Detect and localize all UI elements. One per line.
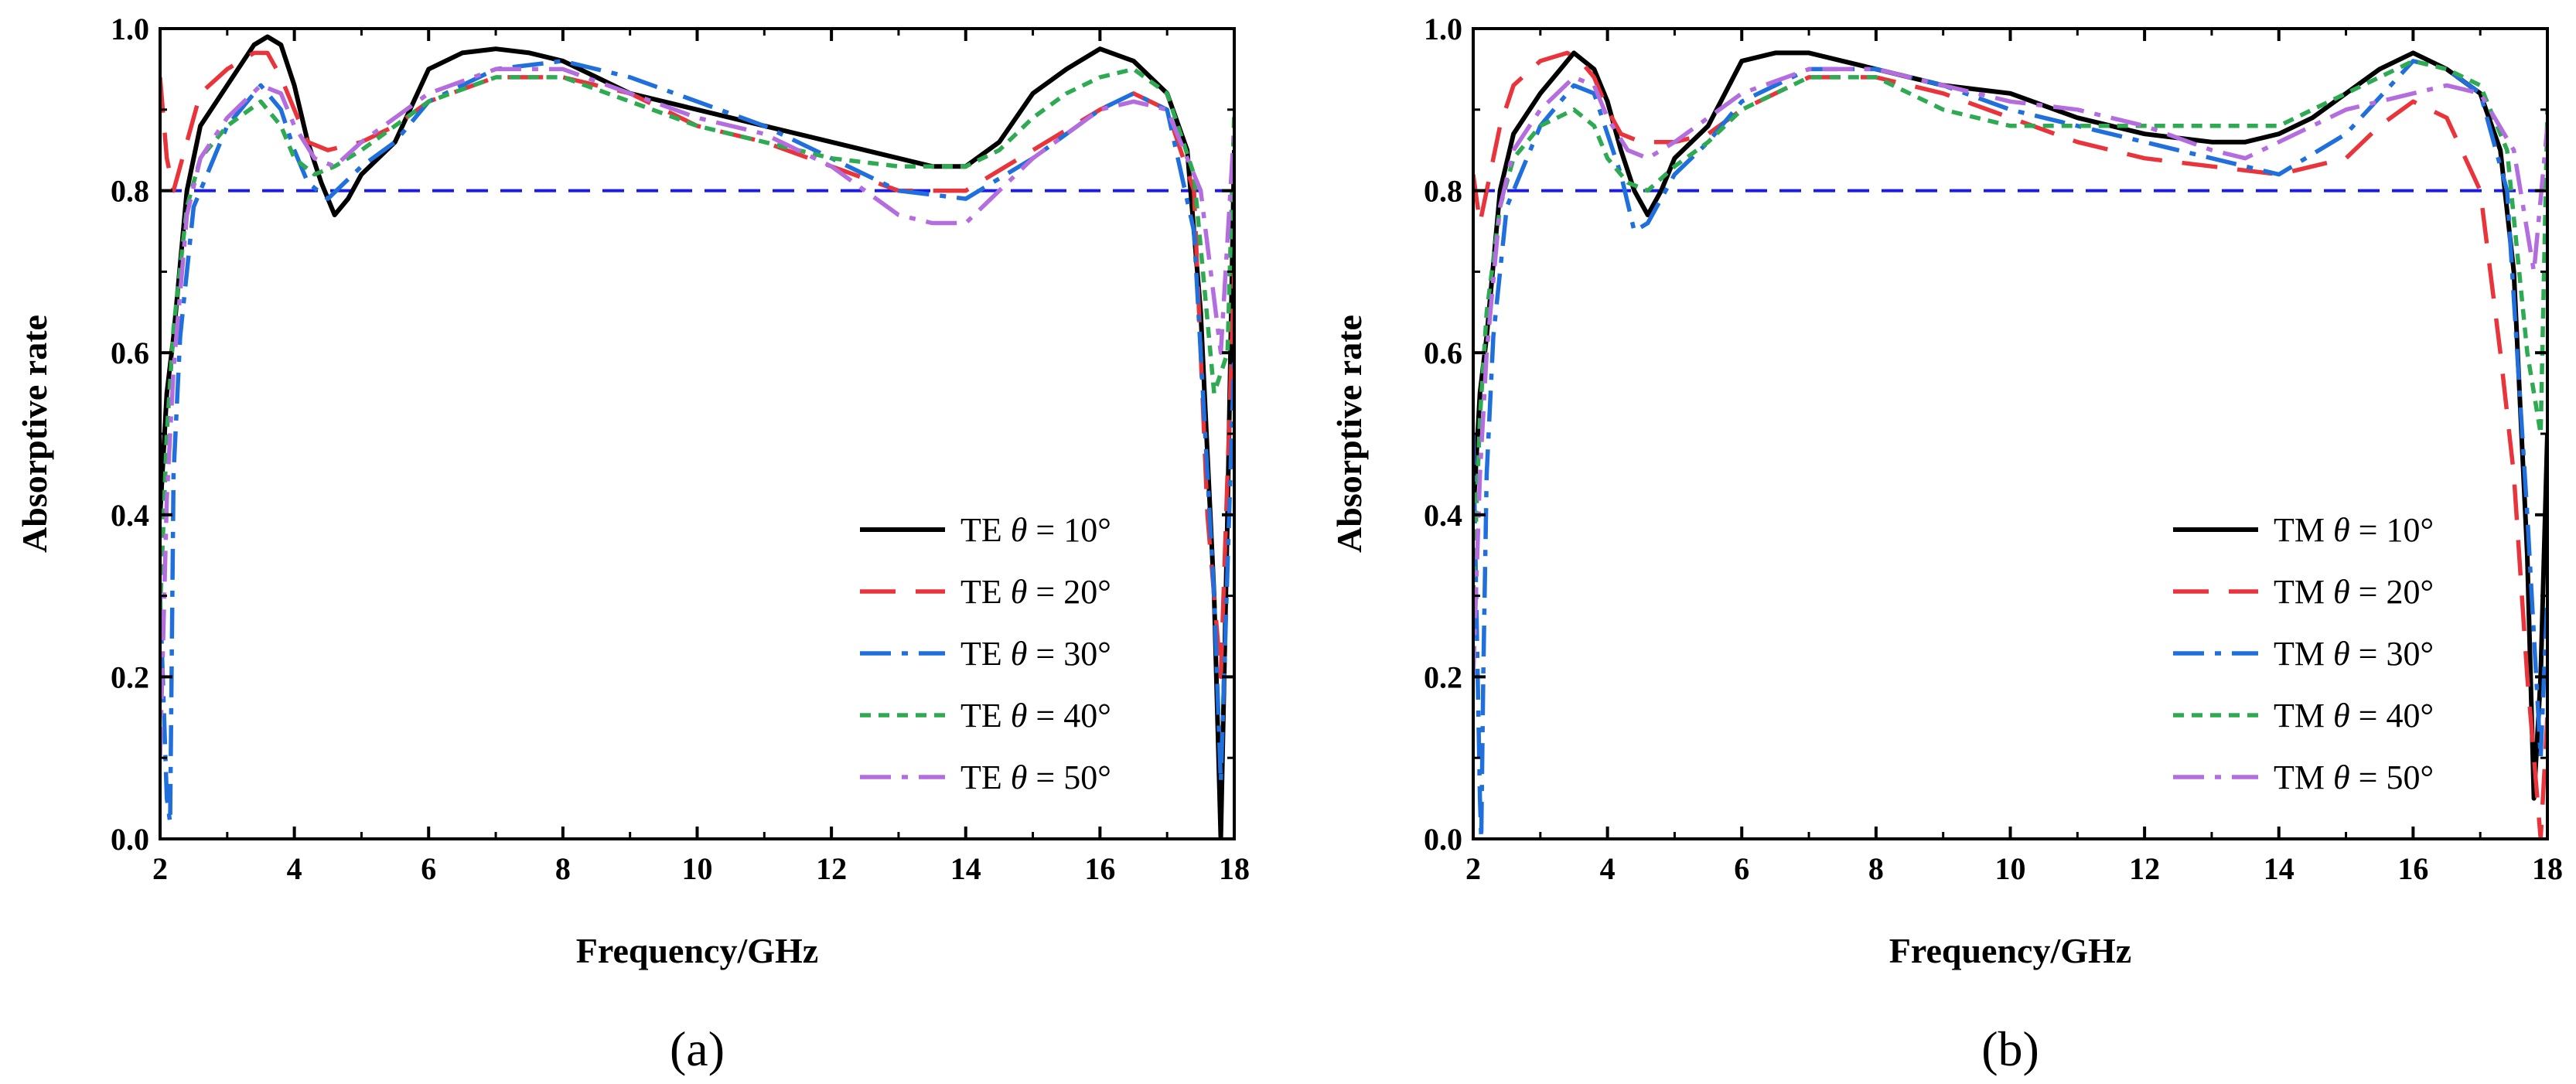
- x-tick-label: 18: [2532, 851, 2563, 886]
- legend: TE θ = 10° TE θ = 20° TE θ = 30° TE θ = 40°…: [860, 511, 1111, 796]
- x-tick-label: 14: [950, 851, 981, 886]
- x-tick-label: 4: [1600, 851, 1616, 886]
- series-line-4: [160, 66, 1234, 612]
- x-tick-label: 4: [287, 851, 302, 886]
- legend-label: TE θ = 40°: [960, 697, 1111, 735]
- x-tick-label: 6: [1734, 851, 1749, 886]
- chart-panel-b: 2 4 6 8 10 12 14 16 18 0.0 0.2 0.4 0.6 0.8 1.0 Frequenc…: [1329, 12, 2563, 1076]
- x-tick-label: 14: [2264, 851, 2295, 886]
- x-tick-label: 6: [421, 851, 436, 886]
- series-line-2: [160, 50, 1234, 680]
- y-tick-label: 1.0: [111, 12, 149, 46]
- x-tick-label: 18: [1219, 851, 1250, 886]
- y-tick-label: 1.0: [1424, 12, 1462, 46]
- series-line-5: [160, 66, 1234, 758]
- legend-label: TE θ = 20°: [960, 573, 1111, 611]
- y-tick-label: 0.6: [111, 336, 149, 370]
- y-tick-label: 0.0: [1424, 822, 1462, 857]
- y-tick-label: 0.2: [111, 660, 149, 694]
- y-tick-label: 0.2: [1424, 660, 1462, 694]
- x-tick-label: 2: [1465, 851, 1481, 886]
- x-tick-label: 8: [1868, 851, 1884, 886]
- y-tick-label: 0.0: [111, 822, 149, 857]
- x-tick-label: 10: [682, 851, 713, 886]
- y-tick-label: 0.8: [1424, 174, 1462, 209]
- x-tick-label: 16: [2397, 851, 2428, 886]
- y-tick-label: 0.8: [111, 174, 149, 209]
- y-axis-label: Absorptive rate: [15, 315, 54, 553]
- x-axis-label: Frequency/GHz: [576, 931, 818, 970]
- legend-label: TM θ = 50°: [2274, 758, 2434, 796]
- y-axis-label: Absorptive rate: [1329, 315, 1369, 553]
- y-tick-label: 0.6: [1424, 336, 1462, 370]
- x-tick-label: 12: [816, 851, 847, 886]
- series-line-4: [1473, 59, 2547, 596]
- series-line-1: [160, 34, 1234, 839]
- panel-label: (b): [1981, 1021, 2039, 1076]
- legend-label: TM θ = 20°: [2274, 573, 2434, 611]
- legend-label: TE θ = 10°: [960, 511, 1111, 549]
- legend-label: TM θ = 30°: [2274, 635, 2434, 673]
- x-tick-label: 8: [555, 851, 571, 886]
- legend-label: TM θ = 40°: [2274, 697, 2434, 735]
- legend-label: TM θ = 10°: [2274, 511, 2434, 549]
- series-line-1: [1473, 50, 2547, 801]
- panel-label: (a): [670, 1021, 725, 1076]
- y-tick-label: 0.4: [111, 498, 149, 533]
- x-tick-label: 10: [1995, 851, 2026, 886]
- x-tick-label: 16: [1084, 851, 1115, 886]
- legend: TM θ = 10° TM θ = 20° TM θ = 30° TM θ = 40°…: [2173, 511, 2434, 796]
- x-axis-label: Frequency/GHz: [1889, 931, 2131, 970]
- legend-label: TE θ = 30°: [960, 635, 1111, 673]
- chart-panel-a: 2 4 6 8 10 12 14 16 18 0.0 0.2 0.4 0.6 0.8 1.0 Frequenc…: [15, 12, 1250, 1076]
- series-line-5: [1473, 66, 2547, 677]
- x-tick-label: 2: [152, 851, 168, 886]
- legend-label: TE θ = 50°: [960, 758, 1111, 796]
- series-line-3: [1473, 59, 2547, 839]
- y-tick-label: 0.4: [1424, 498, 1462, 533]
- x-tick-label: 12: [2129, 851, 2160, 886]
